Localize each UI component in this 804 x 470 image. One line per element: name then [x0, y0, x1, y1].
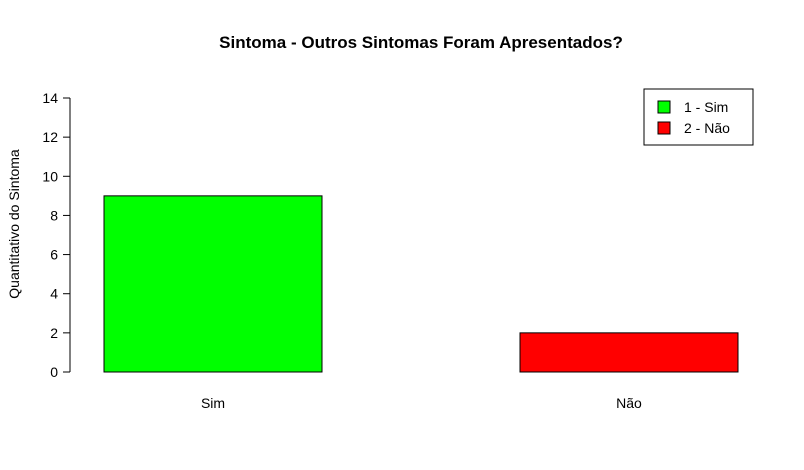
y-tick-label: 2	[50, 325, 58, 341]
y-tick-label: 14	[42, 90, 58, 106]
legend-label: 2 - Não	[684, 120, 730, 136]
bar	[519, 332, 739, 373]
y-tick-label: 4	[50, 286, 58, 302]
chart-title: Sintoma - Outros Sintomas Foram Apresent…	[219, 33, 623, 52]
legend-label: 1 - Sim	[684, 99, 728, 115]
legend: 1 - Sim 2 - Não	[643, 88, 754, 146]
category-labels: Sim Não	[201, 395, 642, 411]
bars	[103, 195, 739, 373]
y-axis: 0 2 4 6 8 10 12 14	[42, 90, 71, 380]
category-label: Não	[616, 395, 642, 411]
category-label: Sim	[201, 395, 225, 411]
legend-swatch	[657, 121, 671, 135]
bar	[103, 195, 323, 373]
y-tick-label: 0	[50, 364, 58, 380]
legend-box	[643, 88, 754, 146]
y-axis-label: Quantitativo do Sintoma	[6, 149, 22, 299]
y-tick-label: 8	[50, 207, 58, 223]
y-tick-label: 6	[50, 247, 58, 263]
y-tick-label: 12	[42, 129, 58, 145]
legend-swatch	[657, 100, 671, 114]
y-tick-label: 10	[42, 168, 58, 184]
